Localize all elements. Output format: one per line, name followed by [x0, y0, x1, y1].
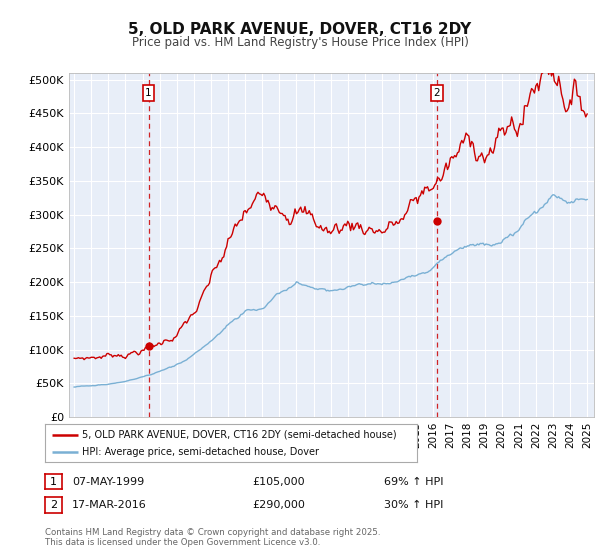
- Text: Price paid vs. HM Land Registry's House Price Index (HPI): Price paid vs. HM Land Registry's House …: [131, 36, 469, 49]
- Text: 2: 2: [434, 88, 440, 98]
- Text: Contains HM Land Registry data © Crown copyright and database right 2025.
This d: Contains HM Land Registry data © Crown c…: [45, 528, 380, 547]
- Text: 5, OLD PARK AVENUE, DOVER, CT16 2DY: 5, OLD PARK AVENUE, DOVER, CT16 2DY: [128, 22, 472, 38]
- Text: 5, OLD PARK AVENUE, DOVER, CT16 2DY (semi-detached house): 5, OLD PARK AVENUE, DOVER, CT16 2DY (sem…: [82, 430, 397, 440]
- Text: 30% ↑ HPI: 30% ↑ HPI: [384, 500, 443, 510]
- Text: £290,000: £290,000: [252, 500, 305, 510]
- Text: 17-MAR-2016: 17-MAR-2016: [72, 500, 147, 510]
- Text: 1: 1: [145, 88, 152, 98]
- Text: 1: 1: [50, 477, 57, 487]
- Text: 2: 2: [50, 500, 57, 510]
- Text: 07-MAY-1999: 07-MAY-1999: [72, 477, 144, 487]
- Text: HPI: Average price, semi-detached house, Dover: HPI: Average price, semi-detached house,…: [82, 447, 319, 457]
- Text: £105,000: £105,000: [252, 477, 305, 487]
- Text: 69% ↑ HPI: 69% ↑ HPI: [384, 477, 443, 487]
